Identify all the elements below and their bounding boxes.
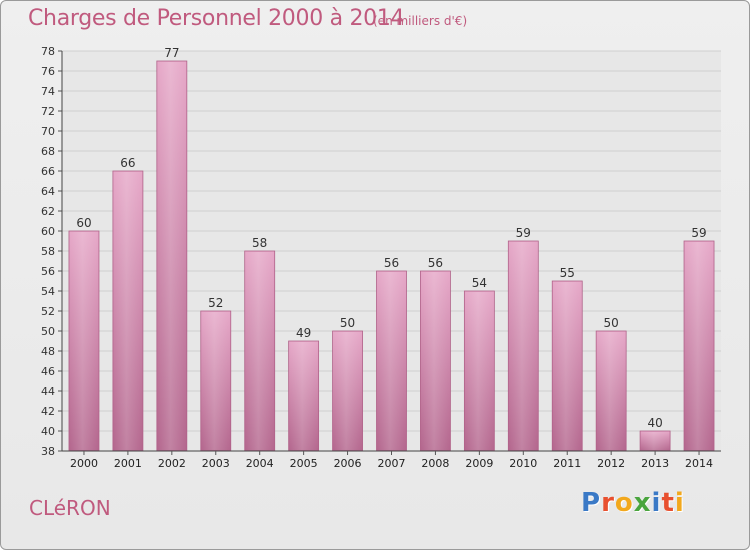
bar-highlight [113,172,142,450]
bar-highlight [641,432,670,450]
y-tick-label: 78 [41,45,55,58]
x-tick-label-2000: 2000 [70,457,98,470]
x-tick-label-2007: 2007 [378,457,406,470]
y-tick-label: 74 [41,85,55,98]
y-tick-label: 76 [41,65,55,78]
x-tick-label-2013: 2013 [641,457,669,470]
bar-highlight [289,342,318,450]
chart-subtitle: (en milliers d'€) [373,14,468,28]
logo-letter: i [651,488,662,518]
bar-highlight [465,292,494,450]
proxiti-logo[interactable]: Proxiti [581,488,685,518]
x-tick-label-2014: 2014 [685,457,713,470]
data-label-2004: 58 [252,236,267,250]
y-tick-label: 46 [41,365,55,378]
x-tick-label-2011: 2011 [553,457,581,470]
logo-letter: P [581,488,602,518]
chart-title: Charges de Personnel 2000 à 2014 [28,6,405,31]
x-tick-label-2003: 2003 [202,457,230,470]
data-label-2013: 40 [647,416,662,430]
y-tick-label: 50 [41,325,55,338]
data-label-2003: 52 [208,296,223,310]
x-tick-label-2008: 2008 [421,457,449,470]
bar-highlight [69,232,98,450]
x-tick-label-2001: 2001 [114,457,142,470]
bar-highlight [421,272,450,450]
logo-letter: i [674,488,685,518]
y-tick-label: 72 [41,105,55,118]
x-tick-label-2002: 2002 [158,457,186,470]
x-tick-label-2010: 2010 [509,457,537,470]
y-tick-label: 62 [41,205,55,218]
y-tick-label: 48 [41,345,55,358]
data-label-2012: 50 [604,316,619,330]
y-tick-label: 58 [41,245,55,258]
x-tick-label-2006: 2006 [334,457,362,470]
data-label-2014: 59 [691,226,706,240]
bar-highlight [597,332,626,450]
y-tick-label: 38 [41,445,55,458]
y-tick-label: 54 [41,285,55,298]
bar-highlight [157,62,186,450]
data-label-2005: 49 [296,326,311,340]
logo-letter: o [614,488,634,518]
y-tick-label: 70 [41,125,55,138]
data-label-2011: 55 [560,266,575,280]
x-tick-label-2005: 2005 [290,457,318,470]
data-label-2009: 54 [472,276,487,290]
y-tick-label: 60 [41,225,55,238]
x-tick-label-2009: 2009 [465,457,493,470]
data-label-2001: 66 [120,156,135,170]
data-label-2008: 56 [428,256,443,270]
bar-highlight [509,242,538,450]
logo-letter: t [661,488,675,518]
data-label-2007: 56 [384,256,399,270]
x-tick-label-2004: 2004 [246,457,274,470]
y-tick-label: 64 [41,185,55,198]
bar-highlight [333,332,362,450]
bar-highlight [685,242,714,450]
data-label-2000: 60 [76,216,91,230]
y-tick-label: 52 [41,305,55,318]
logo-letter: x [633,488,652,518]
bar-highlight [201,312,230,450]
y-tick-label: 66 [41,165,55,178]
bar-highlight [553,282,582,450]
data-label-2010: 59 [516,226,531,240]
y-tick-label: 56 [41,265,55,278]
data-label-2006: 50 [340,316,355,330]
logo-letter: r [601,488,615,518]
y-tick-label: 42 [41,405,55,418]
data-label-2002: 77 [164,46,179,60]
x-tick-label-2012: 2012 [597,457,625,470]
bar-highlight [245,252,274,450]
y-tick-label: 68 [41,145,55,158]
bar-highlight [377,272,406,450]
y-tick-label: 40 [41,425,55,438]
town-name: CLéRON [29,496,111,520]
y-tick-label: 44 [41,385,55,398]
